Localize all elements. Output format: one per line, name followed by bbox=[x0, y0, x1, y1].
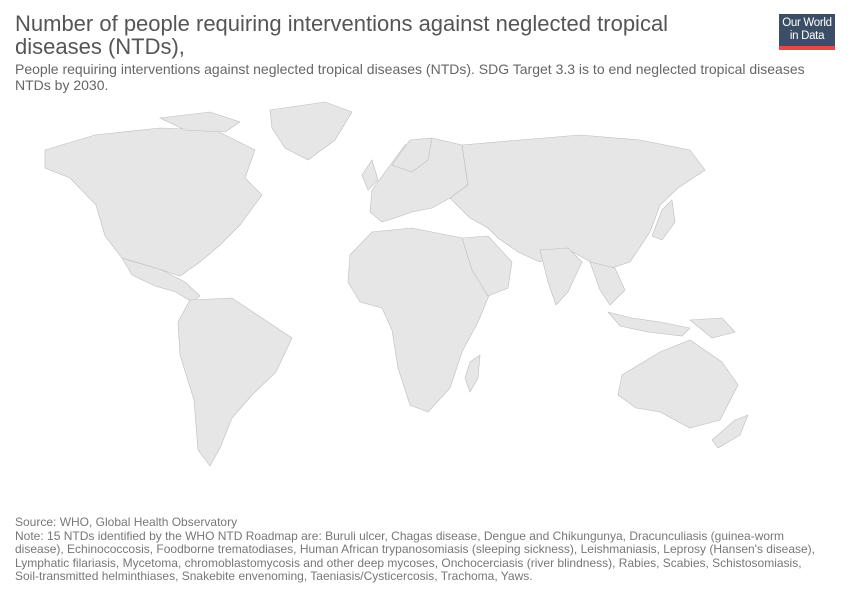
region-uk[interactable] bbox=[361, 159, 379, 191]
source-text: Source: WHO, Global Health Observatory bbox=[15, 515, 238, 529]
logo-accent-bar bbox=[779, 46, 835, 50]
logo-line-1: Our World bbox=[782, 17, 832, 29]
region-canadian-arctic[interactable] bbox=[158, 111, 241, 133]
region-new-zealand[interactable] bbox=[711, 414, 749, 449]
region-arabian-peninsula[interactable] bbox=[461, 235, 513, 297]
region-madagascar[interactable] bbox=[464, 354, 481, 393]
world-map bbox=[44, 101, 749, 467]
region-australia[interactable] bbox=[617, 339, 739, 429]
region-south-america[interactable] bbox=[177, 297, 293, 467]
region-southeast-asia[interactable] bbox=[589, 261, 626, 306]
logo-line-2: in Data bbox=[789, 30, 825, 42]
region-scandinavia[interactable] bbox=[391, 137, 433, 173]
chart-footer: Source: WHO, Global Health Observatory N… bbox=[15, 515, 825, 584]
region-greenland[interactable] bbox=[269, 101, 353, 161]
region-japan[interactable] bbox=[651, 199, 676, 241]
chart-subtitle: People requiring interventions against n… bbox=[15, 61, 805, 93]
owid-logo[interactable]: Our World in Data bbox=[779, 14, 835, 50]
region-north-america[interactable] bbox=[44, 127, 263, 277]
region-indonesia[interactable] bbox=[607, 311, 691, 337]
note-text: Note: 15 NTDs identified by the WHO NTD … bbox=[15, 528, 815, 583]
chart-title: Number of people requiring interventions… bbox=[15, 11, 669, 59]
region-india[interactable] bbox=[539, 247, 583, 306]
region-africa[interactable] bbox=[347, 227, 493, 413]
region-new-guinea[interactable] bbox=[689, 317, 736, 339]
